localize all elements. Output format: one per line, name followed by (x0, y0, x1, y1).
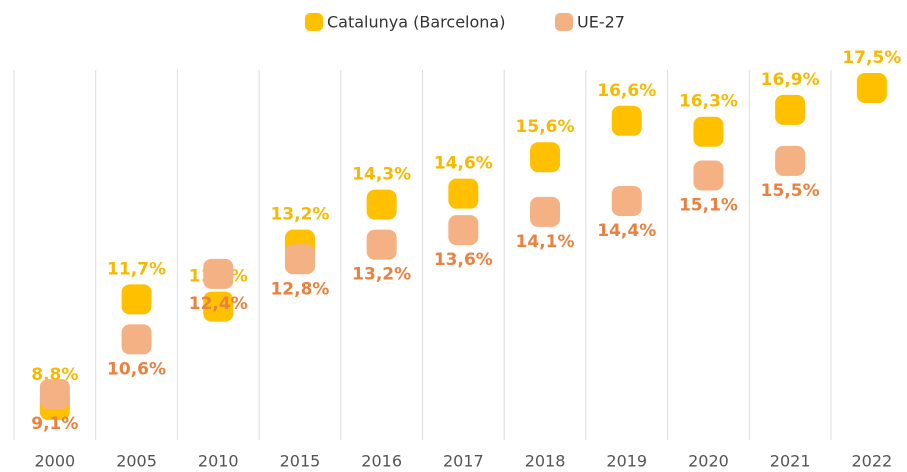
dot (693, 160, 724, 191)
x-tick-label: 2019 (606, 452, 647, 471)
x-tick-label: 2018 (525, 452, 566, 471)
value-label: 10,6% (107, 359, 166, 379)
legend-label: Catalunya (Barcelona) (327, 13, 505, 32)
value-label: 15,5% (761, 181, 820, 201)
value-label: 13,2% (270, 205, 329, 225)
dot (530, 196, 561, 227)
value-label: 11,7% (107, 259, 166, 279)
dot (203, 258, 234, 289)
dot (611, 185, 642, 216)
dot (366, 189, 397, 220)
x-tick-label: 2021 (770, 452, 811, 471)
value-label: 13,2% (352, 265, 411, 285)
dot (693, 116, 724, 147)
dot (856, 73, 887, 103)
value-label: 14,6% (434, 154, 493, 174)
value-label: 16,3% (679, 92, 738, 112)
dot (39, 379, 70, 410)
dot (121, 324, 152, 355)
value-label: 8,8% (31, 365, 78, 385)
dot (775, 94, 806, 125)
legend-label: UE-27 (577, 13, 625, 32)
value-label: 16,9% (761, 70, 820, 90)
dot (284, 244, 315, 275)
dot (121, 284, 152, 315)
value-label: 14,1% (516, 232, 575, 252)
x-tick-label: 2022 (851, 452, 892, 471)
legend-swatch (555, 13, 573, 31)
x-tick-label: 2010 (198, 452, 239, 471)
x-tick-label: 2005 (116, 452, 157, 471)
dot (366, 229, 397, 260)
dot (448, 178, 479, 209)
dot (775, 145, 806, 176)
value-label: 14,3% (352, 165, 411, 185)
value-label: 12,8% (270, 279, 329, 299)
x-tick-label: 2017 (443, 452, 484, 471)
value-label: 9,1% (31, 414, 78, 434)
value-label: 13,6% (434, 250, 493, 270)
value-label: 12,4% (189, 294, 248, 314)
dot (448, 215, 479, 246)
value-label: 16,6% (597, 81, 656, 101)
dot (611, 105, 642, 136)
value-label: 15,1% (679, 195, 738, 215)
x-tick-label: 2016 (361, 452, 402, 471)
value-label: 14,4% (597, 221, 656, 241)
x-tick-label: 2015 (280, 452, 321, 471)
legend-swatch (305, 13, 323, 31)
x-tick-label: 2020 (688, 452, 729, 471)
value-label: 17,5% (842, 48, 901, 68)
value-label: 15,6% (516, 117, 575, 137)
dot (530, 142, 561, 173)
dot (203, 291, 234, 322)
x-tick-label: 2000 (34, 452, 75, 471)
